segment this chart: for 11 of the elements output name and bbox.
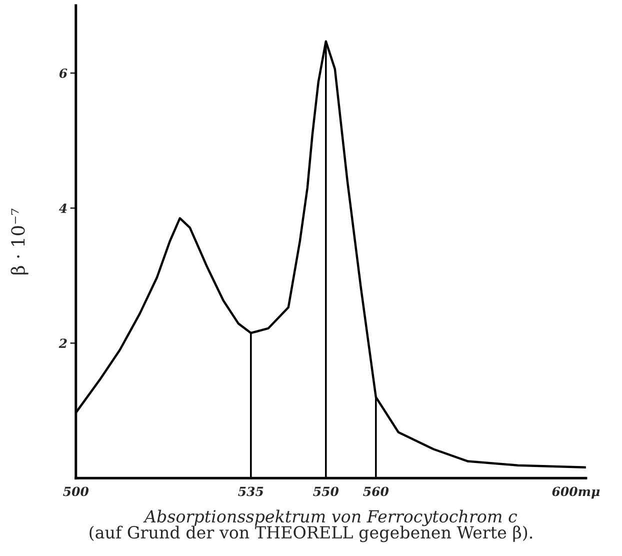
text: (auf Grund der von THEORELL gegebenen Werte β). <box>90 526 532 542</box>
x-tick-label: 535 <box>238 486 264 496</box>
x-tick-label: 500 <box>63 486 89 496</box>
y-axis-title: β · 10⁻⁷ <box>10 208 28 274</box>
y-tick-label: 2 <box>58 338 67 348</box>
x-tick-label: 550 <box>313 486 339 496</box>
y-tick-label: 4 <box>58 204 67 213</box>
x-tick-label: 600mμ <box>552 486 600 499</box>
x-tick-label: 560 <box>363 486 389 496</box>
y-tick-label: 6 <box>59 68 68 78</box>
x-axis-title: Absorptionsspektrum von Ferrocytochrom c <box>143 510 518 526</box>
